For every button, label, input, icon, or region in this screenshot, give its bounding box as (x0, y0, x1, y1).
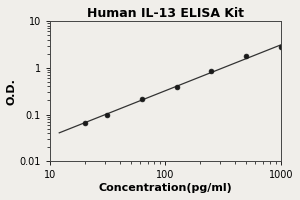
Point (105, 113, 110, 116)
Y-axis label: O.D.: O.D. (7, 78, 17, 105)
Point (278, 46, 283, 49)
Point (244, 55, 248, 58)
X-axis label: Concentration(pg/ml): Concentration(pg/ml) (99, 183, 232, 193)
Point (174, 86, 179, 89)
Title: Human IL-13 ELISA Kit: Human IL-13 ELISA Kit (87, 7, 244, 20)
Point (140, 97, 144, 100)
Point (82, 122, 87, 125)
Point (209, 70, 214, 73)
